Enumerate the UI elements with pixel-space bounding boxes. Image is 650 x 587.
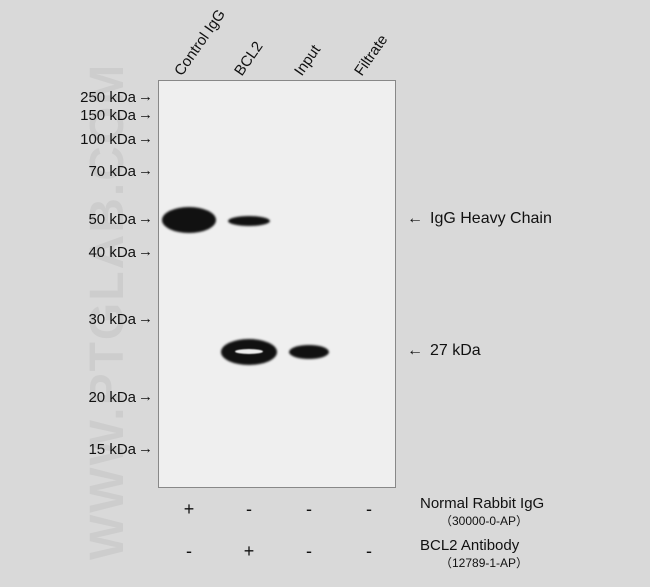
- band-hollow: [235, 349, 263, 354]
- mw-arrow-icon: →: [138, 210, 153, 227]
- lane-label: Input: [291, 42, 324, 79]
- mw-label: 15 kDa: [72, 441, 136, 458]
- antibody-presence-cell: -: [359, 541, 379, 562]
- antibody-presence-cell: -: [179, 541, 199, 562]
- blot-membrane: [158, 80, 396, 488]
- mw-arrow-icon: →: [138, 162, 153, 179]
- mw-label: 50 kDa: [72, 211, 136, 228]
- antibody-presence-cell: -: [359, 499, 379, 520]
- lane-label: Filtrate: [351, 32, 391, 79]
- mw-arrow-icon: →: [138, 106, 153, 123]
- antibody-label: Normal Rabbit IgG: [420, 495, 544, 512]
- protein-band: [228, 216, 270, 226]
- protein-band: [162, 207, 216, 233]
- antibody-catalog: （30000-0-AP）: [440, 512, 528, 529]
- mw-arrow-icon: →: [138, 310, 153, 327]
- ip-western-blot-figure: WWW.PTGLAB.COM 250 kDa→150 kDa→100 kDa→7…: [0, 0, 650, 587]
- lane-label: Control IgG: [171, 6, 229, 79]
- mw-arrow-icon: →: [138, 88, 153, 105]
- mw-label: 250 kDa: [72, 89, 136, 106]
- mw-arrow-icon: →: [138, 130, 153, 147]
- mw-label: 70 kDa: [72, 163, 136, 180]
- antibody-presence-cell: -: [299, 499, 319, 520]
- antibody-presence-cell: +: [179, 499, 199, 520]
- mw-arrow-icon: →: [138, 388, 153, 405]
- protein-band: [289, 345, 329, 359]
- antibody-label: BCL2 Antibody: [420, 537, 519, 554]
- mw-label: 20 kDa: [72, 389, 136, 406]
- antibody-presence-cell: -: [239, 499, 259, 520]
- mw-label: 150 kDa: [72, 107, 136, 124]
- antibody-presence-cell: +: [239, 541, 259, 562]
- annotation-arrow-icon: ←: [407, 342, 423, 360]
- annotation-label: 27 kDa: [430, 342, 481, 360]
- annotation-arrow-icon: ←: [407, 210, 423, 228]
- mw-label: 100 kDa: [72, 131, 136, 148]
- lane-label: BCL2: [231, 39, 266, 79]
- antibody-catalog: （12789-1-AP）: [440, 554, 528, 571]
- mw-label: 30 kDa: [72, 311, 136, 328]
- mw-arrow-icon: →: [138, 440, 153, 457]
- mw-arrow-icon: →: [138, 243, 153, 260]
- mw-label: 40 kDa: [72, 244, 136, 261]
- annotation-label: IgG Heavy Chain: [430, 210, 552, 228]
- antibody-presence-cell: -: [299, 541, 319, 562]
